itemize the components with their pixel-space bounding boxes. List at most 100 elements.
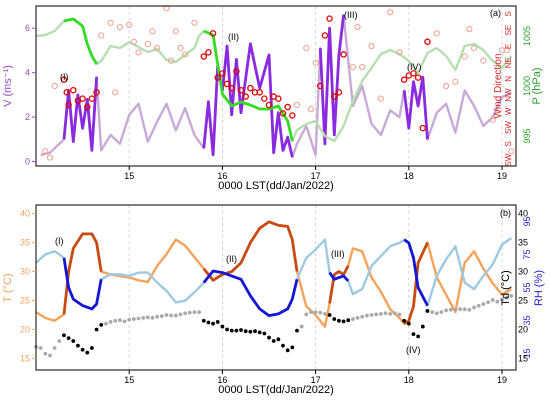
wind-direction-point [84, 103, 91, 111]
y-wind-tick-label: W [504, 107, 513, 115]
dewpoint-point [476, 303, 481, 308]
dewpoint-point [444, 308, 448, 313]
dewpoint-point [416, 334, 421, 339]
y-left-tick-label: 2 [25, 112, 30, 122]
panel-a-frame [35, 5, 517, 167]
y-wind-tick-label: S [504, 141, 513, 146]
wind-direction-point [237, 86, 245, 94]
wind-direction-point [177, 45, 184, 52]
dewpoint-point [38, 346, 43, 350]
dewpoint-point [350, 317, 355, 321]
wind-direction-point [130, 38, 137, 45]
dewpoint-point [104, 321, 108, 326]
dewpoint-point [462, 307, 467, 312]
wind-direction-point [223, 80, 231, 88]
y-right-outer-tick-label: 995 [522, 128, 532, 143]
wind-direction-point [261, 95, 268, 102]
dewpoint-point [467, 307, 472, 312]
panel-b-annotation-2: (II) [226, 254, 237, 264]
y-right-inner-tick-label: 25 [518, 296, 528, 306]
dewpoint-point [369, 313, 374, 317]
wind-direction-point [144, 40, 151, 47]
wind-direction-point [116, 23, 123, 31]
dewpoint-point [402, 318, 407, 323]
y-left-tick-label: 30 [20, 267, 30, 277]
dewpoint-point [76, 343, 80, 348]
wind-direction-point [387, 9, 394, 16]
y-wind-tick-label: SE [504, 25, 513, 36]
dewpoint-point [187, 310, 192, 315]
dewpoint-point [504, 295, 509, 300]
wind-direction-point [289, 112, 296, 119]
dewpoint-point [215, 320, 220, 324]
wind-direction-point [256, 89, 263, 96]
dewpoint-point [341, 319, 346, 324]
dewpoint-point [267, 335, 271, 340]
dewpoint-point [425, 309, 430, 313]
dewpoint-point [392, 311, 397, 316]
x-tick-label: 19 [497, 171, 507, 181]
dewpoint-point [94, 327, 99, 332]
series-0-highlight-1 [62, 77, 98, 152]
y-right-outer-tick-label: 35 [522, 315, 532, 325]
wind-direction-point [182, 51, 189, 58]
wind-direction-point [65, 101, 72, 109]
dewpoint-point [490, 298, 495, 302]
series-0-highlight-3 [318, 14, 345, 146]
panel-b-ylabel-td: Td (°C) [500, 270, 512, 306]
panel-a-marks [35, 5, 515, 161]
y-left-tick-label: 6 [25, 23, 30, 33]
dewpoint-point [486, 300, 490, 305]
panel-b-xlabel: 0000 LST(dd/Jan/2022) [218, 384, 334, 396]
dewpoint-point [150, 315, 155, 320]
dewpoint-point [383, 311, 388, 316]
wind-direction-point [293, 101, 301, 109]
series-1-highlight-2 [202, 269, 299, 317]
wind-direction-point [414, 74, 422, 81]
dewpoint-point [253, 329, 257, 334]
dewpoint-point [318, 310, 323, 315]
wind-direction-point [312, 59, 319, 66]
dewpoint-point [192, 310, 197, 315]
dewpoint-point [127, 317, 132, 322]
y-wind-tick-label: SW [504, 121, 513, 134]
panel-a-axes: 15 16 17 18 19 0 2 4 6 995 1000 1005 S SE E NE N NW W SW S SW [25, 11, 532, 181]
y-right-inner-tick-label: 40 [518, 209, 528, 219]
wind-direction-point [419, 124, 427, 132]
dewpoint-point [113, 318, 118, 323]
panel-a-ylabel-pressure: P (hPa) [531, 67, 543, 104]
dewpoint-point [131, 317, 136, 321]
dewpoint-point [374, 312, 379, 317]
wind-direction-point [340, 51, 347, 58]
panel-b-frame [35, 204, 517, 371]
dewpoint-point [155, 314, 160, 319]
y-left-tick-label: 25 [20, 296, 30, 306]
wind-direction-point [461, 53, 468, 60]
wind-direction-point [242, 93, 249, 100]
dewpoint-point [257, 330, 262, 335]
dewpoint-point [211, 321, 215, 326]
wind-direction-point [335, 89, 343, 96]
y-wind-tick-label: N [504, 76, 513, 82]
x-tick-label: 16 [217, 375, 227, 385]
panel-b-annotation-3: (III) [331, 249, 345, 259]
wind-direction-point [154, 45, 161, 52]
wind-direction-point [172, 28, 179, 35]
wind-direction-point [433, 30, 440, 37]
panel-a-annotation-2: (II) [228, 32, 239, 42]
dewpoint-point [145, 315, 150, 320]
wind-direction-point [377, 95, 384, 102]
panel-b-ylabel-left: T (°C) [2, 273, 14, 302]
dewpoint-point [364, 313, 369, 318]
wind-direction-point [508, 148, 515, 155]
wind-direction-point [112, 89, 119, 96]
y-left-tick-label: 35 [20, 238, 30, 248]
dewpoint-point [206, 320, 211, 325]
wind-direction-point [317, 82, 324, 90]
wind-direction-point [70, 86, 77, 94]
wind-direction-point [321, 32, 329, 39]
dewpoint-point [225, 327, 229, 332]
x-tick-label: 17 [311, 375, 321, 385]
wind-direction-point [79, 95, 86, 102]
